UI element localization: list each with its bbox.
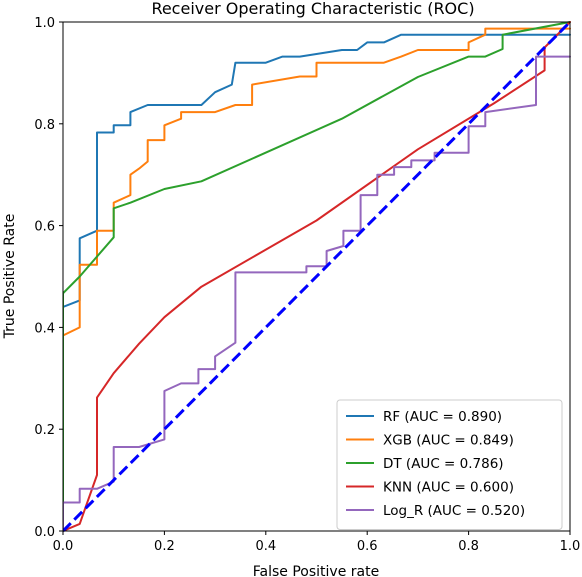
diagonal-reference-line [63,20,572,533]
x-axis-label: False Positive rate [253,564,379,577]
legend-label: Log_R (AUC = 0.520) [383,503,525,519]
roc-line-dt [63,21,571,532]
y-tick-label: 0.0 [34,525,55,540]
axes-frame [62,21,571,532]
roc-line-log-r [63,55,571,532]
legend-label: XGB (AUC = 0.849) [383,433,514,449]
x-tick-label: 0.2 [154,539,175,554]
legend: RF (AUC = 0.890) XGB (AUC = 0.849) DT (AUC… [336,399,563,530]
legend-label: DT (AUC = 0.786) [383,456,504,472]
roc-line-xgb [63,27,571,532]
x-tick-label: 0.8 [458,539,479,554]
x-tick-label: 0.6 [357,539,378,554]
y-tick-label: 0.6 [34,220,55,235]
legend-label: KNN (AUC = 0.600) [383,480,514,496]
x-tick-label: 0.4 [255,539,276,554]
y-tick-label: 0.4 [34,321,55,336]
chart-title: Receiver Operating Characteristic (ROC) [151,0,474,18]
roc-line-rf [63,33,571,532]
plot-area [63,20,572,533]
y-axis-label: True Positive Rate [2,214,18,340]
x-tick-label: 0.0 [53,539,74,554]
legend-label: RF (AUC = 0.890) [383,409,502,425]
y-tick-label: 1.0 [34,16,55,31]
x-tick-label: 1.0 [560,539,581,554]
y-tick-label: 0.8 [34,118,55,133]
y-tick-label: 0.2 [34,423,55,438]
tick-marks: 0.0 0.2 0.4 0.6 0.8 1.0 0.0 0.2 0.4 0.6 0.8 1.0 [34,16,580,554]
legend-box [336,399,563,530]
